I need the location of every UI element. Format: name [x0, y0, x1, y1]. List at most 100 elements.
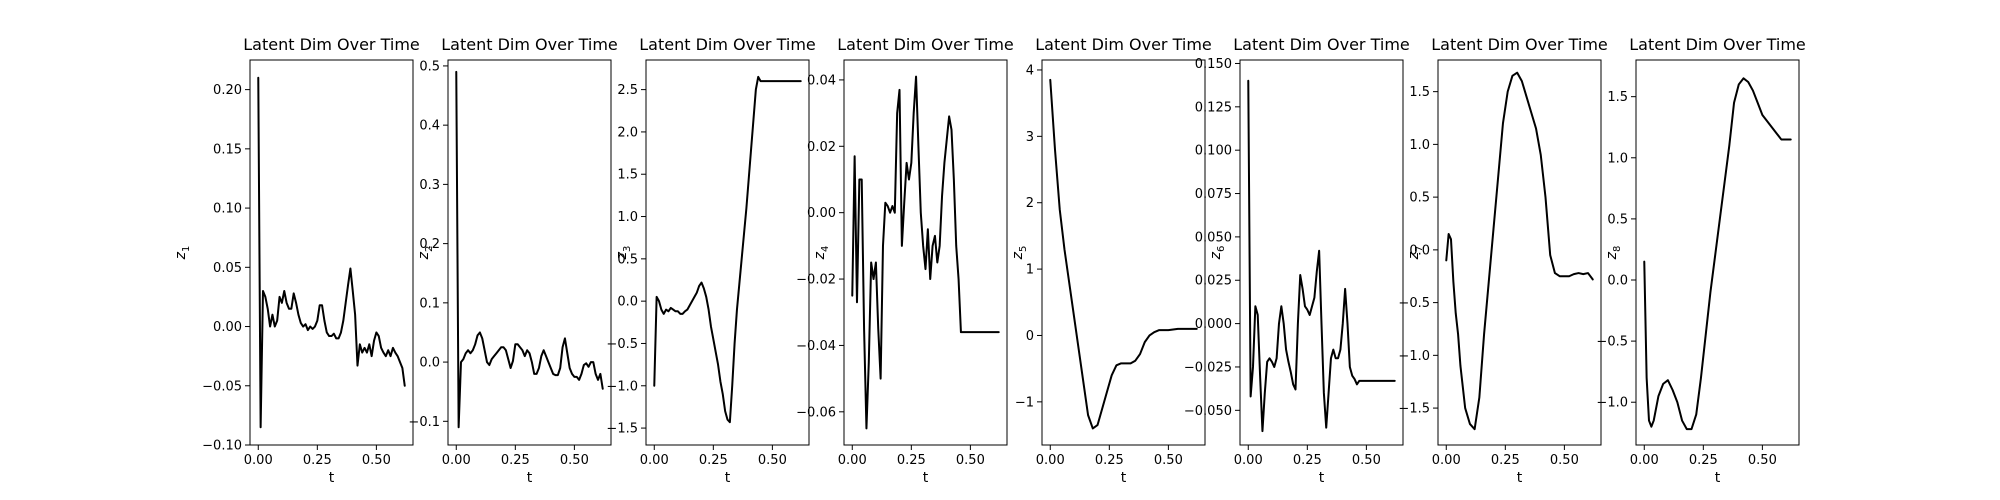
x-tick-label: 0.25: [897, 453, 926, 468]
x-axis-label: t: [1319, 470, 1325, 486]
y-tick-label: 0.00: [213, 320, 242, 335]
y-axis-label: z2: [416, 246, 435, 261]
y-tick-label: −0.5: [1596, 335, 1628, 350]
x-axis-label: t: [1121, 470, 1127, 486]
x-axis-label: t: [329, 470, 335, 486]
y-tick-label: −1.5: [1398, 402, 1430, 417]
y-tick-label: 0.4: [419, 119, 440, 134]
series-line-1: [851, 75, 1000, 430]
y-axis-label-symbol: z: [1208, 251, 1224, 260]
y-tick-label: 2.0: [617, 125, 638, 140]
y-tick-label: 1.5: [617, 168, 638, 183]
x-axis-label: t: [923, 470, 929, 486]
series-line-1: [1247, 79, 1396, 433]
y-axis-label-symbol: z: [614, 251, 630, 260]
series-line-1: [1049, 78, 1198, 430]
plot-area: [1041, 59, 1206, 446]
x-tick-label: 0.00: [640, 453, 669, 468]
y-tick-label: 1.0: [1607, 151, 1628, 166]
x-axis-label: t: [725, 470, 731, 486]
plot-area: [1437, 59, 1602, 446]
y-tick-label: −0.1: [408, 415, 440, 430]
y-tick-label: −0.06: [796, 405, 836, 420]
y-tick-label: 2: [1026, 196, 1034, 211]
x-tick-label: 0.00: [1432, 453, 1461, 468]
plot-area: [1239, 59, 1404, 446]
y-axis-label-subscript: 1: [181, 246, 192, 252]
subplot-3: Latent Dim Over Time 0.00 0.25 0.50 −1.5 −1.0…: [606, 35, 815, 486]
y-axis-label-symbol: z: [1604, 251, 1620, 260]
y-tick-label: 0.5: [1607, 212, 1628, 227]
y-tick-label: −1.5: [606, 422, 638, 437]
x-tick-label: 0.50: [1748, 453, 1777, 468]
x-axis-label: t: [1715, 470, 1721, 486]
y-tick-label: −1: [1015, 395, 1034, 410]
chart-title: Latent Dim Over Time: [1629, 35, 1806, 54]
x-axis-label: t: [527, 470, 533, 486]
x-tick-label: 0.00: [244, 453, 273, 468]
y-tick-label: 0.5: [617, 252, 638, 267]
x-tick-label: 0.50: [1352, 453, 1381, 468]
x-tick-label: 0.25: [1491, 453, 1520, 468]
y-tick-label: 0.2: [419, 237, 440, 252]
y-axis-label-subscript: 6: [1216, 246, 1227, 252]
series-line-1: [653, 75, 802, 424]
chart-title: Latent Dim Over Time: [639, 35, 816, 54]
subplot-5: Latent Dim Over Time 0.00 0.25 0.50 −1 0 1 2 3 4 t…: [1010, 35, 1212, 486]
y-tick-label: 1: [1026, 263, 1034, 278]
y-tick-label: 0.050: [1195, 230, 1232, 245]
x-tick-label: 0.00: [1234, 453, 1263, 468]
y-tick-label: 0.0: [419, 356, 440, 371]
x-tick-label: 0.50: [1154, 453, 1183, 468]
y-tick-label: 0.1: [419, 296, 440, 311]
y-axis-label: z5: [1010, 246, 1029, 261]
y-tick-label: 0: [1026, 329, 1034, 344]
series-line-1: [1643, 77, 1792, 431]
x-axis-label: t: [1517, 470, 1523, 486]
y-tick-label: 0.5: [1409, 191, 1430, 206]
y-tick-label: 0.150: [1195, 57, 1232, 72]
subplot-4: Latent Dim Over Time 0.00 0.25 0.50 −0.06 −0.…: [796, 35, 1014, 486]
x-tick-label: 0.00: [1630, 453, 1659, 468]
series-line-1: [455, 70, 604, 429]
y-tick-label: 0.075: [1195, 187, 1232, 202]
y-tick-label: −1.0: [1596, 396, 1628, 411]
y-tick-label: 0.05: [213, 261, 242, 276]
x-tick-label: 0.25: [699, 453, 728, 468]
y-tick-label: −1.0: [606, 379, 638, 394]
chart-title: Latent Dim Over Time: [1431, 35, 1608, 54]
y-tick-label: 0.5: [419, 59, 440, 74]
series-line-1: [1445, 71, 1594, 431]
x-tick-label: 0.50: [1550, 453, 1579, 468]
chart-title: Latent Dim Over Time: [441, 35, 618, 54]
plot-area: [1635, 59, 1800, 446]
x-tick-label: 0.25: [1095, 453, 1124, 468]
y-tick-label: 0.025: [1195, 274, 1232, 289]
y-tick-label: 0.0: [1607, 274, 1628, 289]
y-tick-label: 0.100: [1195, 144, 1232, 159]
y-tick-label: 0.10: [213, 202, 242, 217]
y-tick-label: 0.125: [1195, 100, 1232, 115]
x-tick-label: 0.50: [560, 453, 589, 468]
x-tick-label: 0.50: [758, 453, 787, 468]
x-tick-label: 0.50: [362, 453, 391, 468]
y-axis-label-symbol: z: [1406, 251, 1422, 260]
y-tick-label: 4: [1026, 63, 1034, 78]
subplot-6: Latent Dim Over Time 0.00 0.25 0.50 −0.050 −0…: [1184, 35, 1410, 486]
plot-area: [645, 59, 810, 446]
y-axis-label-subscript: 3: [622, 246, 633, 252]
y-axis-label: z7: [1406, 246, 1425, 261]
subplot-8: Latent Dim Over Time 0.00 0.25 0.50 −1.0 −0.5…: [1596, 35, 1805, 486]
y-axis-label: z4: [812, 246, 831, 261]
y-axis-label: z8: [1604, 246, 1623, 261]
y-tick-label: 0.000: [1195, 317, 1232, 332]
y-tick-label: 2.5: [617, 83, 638, 98]
chart-title: Latent Dim Over Time: [1035, 35, 1212, 54]
y-axis-label: z1: [173, 246, 192, 261]
y-axis-label-symbol: z: [416, 251, 432, 260]
y-tick-label: −0.5: [1398, 296, 1430, 311]
y-tick-label: −0.05: [202, 379, 242, 394]
x-tick-label: 0.00: [1036, 453, 1065, 468]
y-axis-label-symbol: z: [173, 251, 189, 260]
